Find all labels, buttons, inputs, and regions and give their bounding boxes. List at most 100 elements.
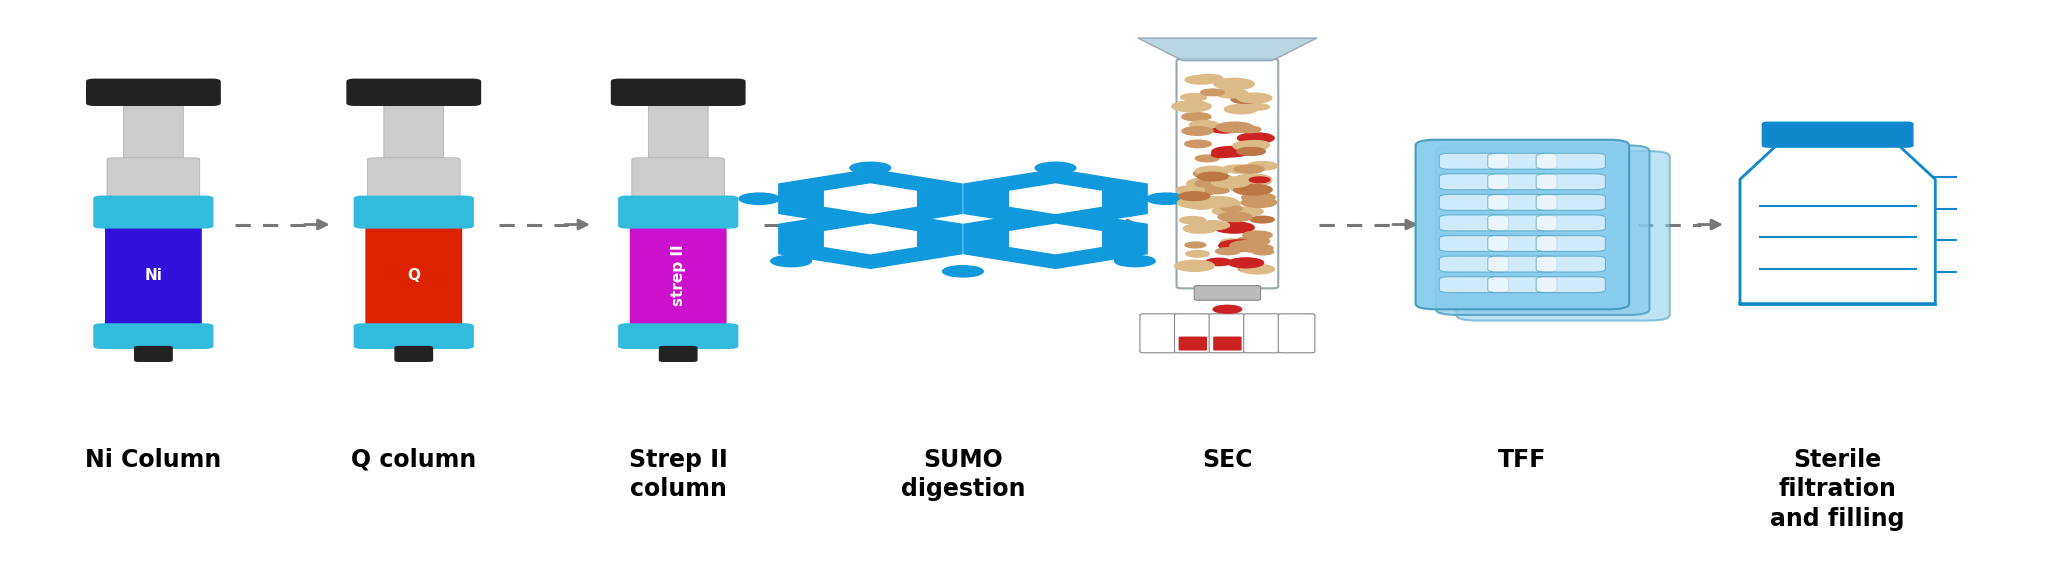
Circle shape	[942, 266, 983, 277]
Circle shape	[1196, 166, 1229, 175]
FancyBboxPatch shape	[1536, 236, 1606, 251]
Circle shape	[1184, 224, 1217, 233]
Circle shape	[1229, 240, 1268, 251]
Text: Q: Q	[408, 268, 420, 283]
Circle shape	[1198, 173, 1229, 181]
Circle shape	[1212, 146, 1249, 157]
Circle shape	[770, 255, 811, 267]
Circle shape	[1241, 177, 1272, 185]
FancyBboxPatch shape	[346, 79, 481, 105]
Polygon shape	[778, 169, 963, 228]
Circle shape	[1176, 186, 1206, 194]
FancyBboxPatch shape	[1440, 195, 1509, 210]
FancyBboxPatch shape	[618, 196, 737, 228]
Circle shape	[1237, 148, 1266, 155]
Circle shape	[1237, 133, 1274, 143]
FancyBboxPatch shape	[106, 158, 201, 201]
Circle shape	[1178, 197, 1214, 208]
Circle shape	[1186, 242, 1206, 248]
Circle shape	[1237, 93, 1272, 103]
FancyBboxPatch shape	[1174, 314, 1210, 353]
FancyBboxPatch shape	[395, 347, 432, 361]
FancyBboxPatch shape	[618, 324, 737, 349]
Circle shape	[1204, 187, 1229, 193]
FancyBboxPatch shape	[659, 347, 696, 361]
Circle shape	[1235, 174, 1272, 185]
Circle shape	[1214, 222, 1253, 233]
FancyBboxPatch shape	[1278, 314, 1315, 353]
Circle shape	[1243, 141, 1270, 148]
Circle shape	[1247, 162, 1278, 170]
Polygon shape	[825, 184, 915, 214]
Circle shape	[850, 162, 891, 174]
FancyBboxPatch shape	[1536, 174, 1606, 190]
FancyBboxPatch shape	[1763, 122, 1913, 147]
Circle shape	[1196, 155, 1219, 162]
FancyBboxPatch shape	[1440, 277, 1509, 292]
Circle shape	[1198, 221, 1229, 230]
Circle shape	[1180, 217, 1206, 223]
Circle shape	[1210, 152, 1233, 157]
Circle shape	[1241, 244, 1274, 252]
Text: Ni Column: Ni Column	[86, 448, 221, 472]
Circle shape	[1194, 169, 1227, 178]
FancyBboxPatch shape	[383, 101, 444, 161]
FancyBboxPatch shape	[1141, 314, 1176, 353]
Polygon shape	[1010, 184, 1102, 214]
Circle shape	[739, 193, 780, 204]
Circle shape	[1233, 141, 1268, 151]
Circle shape	[1214, 78, 1253, 90]
FancyBboxPatch shape	[1536, 153, 1606, 169]
Circle shape	[1206, 199, 1241, 208]
FancyBboxPatch shape	[1436, 145, 1649, 315]
Circle shape	[1221, 239, 1241, 245]
FancyBboxPatch shape	[1178, 336, 1206, 350]
Circle shape	[1249, 134, 1272, 140]
Circle shape	[1243, 231, 1272, 239]
FancyBboxPatch shape	[1212, 336, 1241, 350]
FancyBboxPatch shape	[354, 324, 473, 349]
Text: Ni: Ni	[145, 268, 162, 283]
Circle shape	[1210, 177, 1249, 188]
Circle shape	[1034, 162, 1075, 174]
Polygon shape	[825, 224, 915, 254]
FancyBboxPatch shape	[1487, 236, 1556, 251]
Circle shape	[1182, 127, 1212, 135]
Circle shape	[1239, 264, 1270, 273]
FancyBboxPatch shape	[1487, 174, 1556, 190]
Circle shape	[1233, 184, 1272, 195]
Circle shape	[1212, 206, 1247, 216]
Text: TFF: TFF	[1499, 448, 1546, 472]
Text: Q column: Q column	[350, 448, 477, 472]
Circle shape	[1229, 258, 1264, 267]
Circle shape	[1176, 261, 1214, 272]
FancyBboxPatch shape	[135, 347, 172, 361]
Circle shape	[1231, 185, 1253, 192]
FancyBboxPatch shape	[354, 196, 473, 228]
Circle shape	[1235, 165, 1264, 173]
Circle shape	[1204, 174, 1233, 182]
Text: Strep II
column: Strep II column	[629, 448, 727, 501]
Circle shape	[1241, 197, 1276, 207]
Circle shape	[1186, 251, 1208, 257]
FancyBboxPatch shape	[1536, 277, 1606, 292]
FancyBboxPatch shape	[1487, 256, 1556, 272]
FancyBboxPatch shape	[94, 196, 213, 228]
FancyBboxPatch shape	[1487, 195, 1556, 210]
FancyBboxPatch shape	[1176, 59, 1278, 288]
Circle shape	[1231, 94, 1264, 104]
Circle shape	[1241, 193, 1276, 202]
FancyBboxPatch shape	[365, 224, 463, 327]
Circle shape	[1217, 248, 1241, 255]
Circle shape	[1227, 177, 1251, 184]
FancyBboxPatch shape	[1536, 195, 1606, 210]
Circle shape	[1221, 206, 1243, 211]
FancyBboxPatch shape	[1536, 215, 1606, 231]
Circle shape	[1178, 192, 1210, 200]
FancyBboxPatch shape	[1440, 256, 1509, 272]
Circle shape	[1196, 176, 1231, 186]
Circle shape	[1210, 125, 1239, 133]
Circle shape	[1219, 240, 1260, 251]
Text: Sterile
filtration
and filling: Sterile filtration and filling	[1769, 448, 1905, 531]
Circle shape	[1184, 140, 1210, 148]
